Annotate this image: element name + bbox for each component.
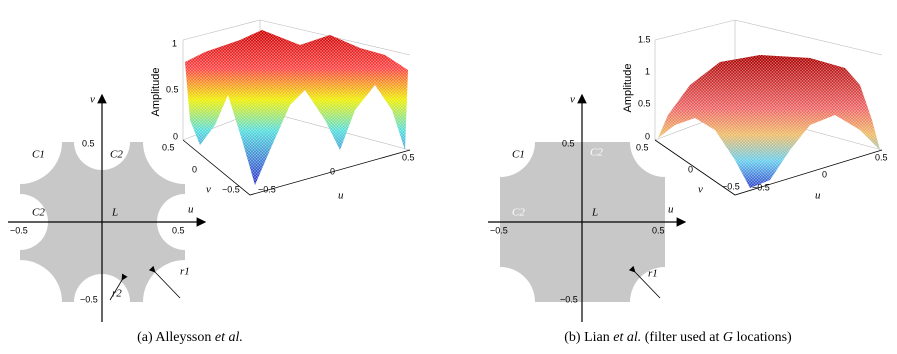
label: u: [668, 204, 674, 216]
caption-text: et al.: [215, 330, 243, 345]
label: v: [90, 94, 95, 106]
caption-text: locations): [733, 330, 792, 345]
plot-base: [654, 139, 883, 196]
z-label: Amplitude: [150, 68, 162, 117]
z-tick: 0: [645, 131, 650, 141]
z-tick: 1.5: [638, 34, 651, 44]
surface-mesh: [658, 55, 880, 188]
tick: 0.5: [172, 225, 185, 235]
label: C2: [590, 147, 603, 159]
label: v: [570, 94, 575, 106]
caption-text: (filter used at: [641, 330, 723, 345]
surface-mesh: [185, 30, 408, 185]
caption-text: (b) Lian: [564, 330, 613, 345]
v-tick: 0: [192, 164, 197, 174]
u-tick: −0.5: [258, 184, 276, 194]
plot-a: 1 0.5 0 Amplitude 0.5 0 −0.5 v −0.5 0 0.…: [150, 19, 415, 202]
r1-arrow: [628, 265, 661, 299]
plot-box: [182, 19, 411, 151]
tick: 0.5: [652, 225, 665, 235]
tick: 0.5: [562, 138, 575, 148]
plot-box: [654, 19, 883, 151]
caption-a: (a) Alleysson et al.: [137, 330, 243, 345]
label: r1: [180, 266, 190, 278]
diagram-b: v 0.5 C1 C2 C2 L u −0.5 0.5 −0.5 r1: [488, 94, 687, 322]
u-label: u: [815, 190, 821, 202]
v-tick: −0.5: [222, 184, 240, 194]
diagram-a: v 0.5 C1 C2 C2 L u −0.5 0.5 −0.5 r2 r1: [8, 94, 207, 322]
tick: −0.5: [560, 294, 578, 304]
u-tick: 0.5: [875, 152, 888, 162]
z-tick: 0.5: [166, 84, 179, 94]
u-label: u: [338, 190, 344, 202]
r2-arrow: [109, 273, 128, 301]
v-tick: −0.5: [722, 181, 740, 191]
z-tick: 1: [172, 38, 177, 48]
z-tick: 0: [173, 131, 178, 141]
label: C1: [32, 149, 45, 161]
label: C2: [110, 149, 123, 161]
v-label: v: [206, 184, 211, 196]
caption-text: et al.: [613, 330, 641, 345]
v-tick: 0: [688, 164, 693, 174]
label: L: [591, 207, 598, 219]
label: L: [111, 207, 118, 219]
caption-text: (a) Alleysson: [137, 330, 215, 345]
tick: 0.5: [82, 138, 95, 148]
u-tick: 0: [822, 169, 827, 179]
tick: −0.5: [490, 225, 508, 235]
tick: −0.5: [80, 294, 98, 304]
v-tick: 0.5: [636, 142, 649, 152]
label: C1: [512, 149, 525, 161]
label: r1: [648, 268, 658, 280]
v-tick: 0.5: [162, 142, 175, 152]
u-tick: −0.5: [752, 182, 770, 192]
z-tick: 0.5: [638, 98, 651, 108]
z-label: Amplitude: [622, 64, 634, 113]
label: C2: [512, 207, 525, 219]
caption-b: (b) Lian et al. (filter used at G locati…: [564, 330, 792, 345]
label: r2: [112, 288, 122, 300]
plot-b: 1.5 1 0.5 0 Amplitude 0.5 0 −0.5 v −0.5 …: [622, 19, 888, 202]
v-label: v: [698, 184, 703, 196]
z-tick: 1: [645, 66, 650, 76]
label: u: [188, 204, 194, 216]
u-tick: 0: [330, 166, 335, 176]
u-tick: 0.5: [402, 152, 415, 162]
label: C2: [32, 207, 45, 219]
r1-arrow: [148, 265, 181, 299]
tick: −0.5: [10, 225, 28, 235]
plot-base: [182, 139, 411, 196]
caption-text: G: [723, 330, 733, 345]
